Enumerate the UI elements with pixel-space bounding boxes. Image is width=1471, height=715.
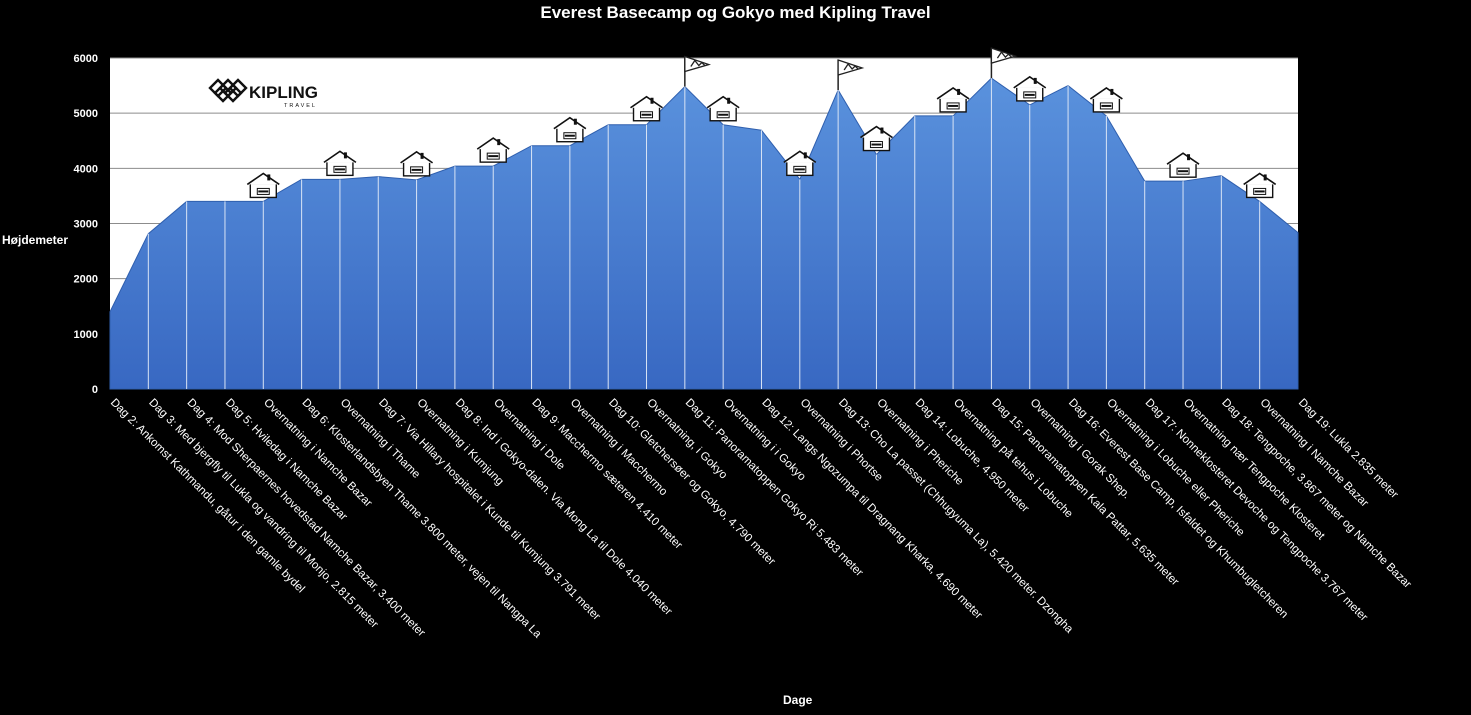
house-icon bbox=[246, 172, 280, 199]
x-tick-label: Overnatning i Dole bbox=[491, 397, 567, 473]
y-tick-label: 1000 bbox=[74, 329, 98, 341]
y-tick-label: 4000 bbox=[74, 163, 98, 175]
y-ticks: 0 1000 2000 3000 4000 5000 6000 bbox=[74, 53, 98, 396]
y-tick-label: 6000 bbox=[74, 53, 98, 65]
flag-icon bbox=[837, 59, 865, 90]
house-icon bbox=[1089, 86, 1123, 113]
flag-icon bbox=[990, 47, 1018, 79]
logo-name: KIPLING bbox=[249, 83, 318, 102]
markers bbox=[246, 47, 1277, 199]
x-tick-label: Overnatning nær Tengpoche Klosteret bbox=[1181, 397, 1327, 543]
house-icon bbox=[323, 150, 357, 177]
x-ticks: Dag 2: Ankomst Kathmandu, gåtur i den ga… bbox=[108, 397, 1414, 641]
house-icon bbox=[476, 137, 510, 163]
kipling-logo: KIPLING TRAVEL bbox=[208, 78, 318, 109]
logo-icon bbox=[208, 78, 248, 103]
house-icon bbox=[1013, 75, 1047, 102]
logo-sub: TRAVEL bbox=[284, 103, 317, 109]
x-tick-label: Dag 11: Panoramatoppen Gokyo Ri 5.483 me… bbox=[683, 397, 865, 579]
y-tick-label: 5000 bbox=[74, 108, 98, 120]
house-icon bbox=[783, 150, 817, 177]
house-icon bbox=[553, 116, 587, 143]
y-tick-label: 3000 bbox=[74, 219, 98, 231]
house-icon bbox=[630, 95, 663, 122]
x-axis-label: Dage bbox=[783, 693, 813, 707]
house-icon bbox=[400, 150, 434, 177]
chart-title: Everest Basecamp og Gokyo med Kipling Tr… bbox=[540, 3, 931, 22]
y-tick-label: 2000 bbox=[74, 274, 98, 286]
flag-icon bbox=[684, 55, 712, 87]
y-tick-label: 0 bbox=[92, 384, 98, 396]
house-icon bbox=[1166, 152, 1200, 178]
house-icon bbox=[706, 95, 740, 122]
vertical-drop-lines bbox=[109, 78, 1299, 389]
house-icon bbox=[1243, 172, 1277, 199]
house-icon bbox=[859, 125, 893, 152]
y-axis-label: Højdemeter bbox=[2, 233, 69, 247]
house-icon bbox=[936, 86, 970, 113]
x-tick-label: Overnatning i Lobuche eller Pheriche bbox=[1104, 397, 1246, 539]
